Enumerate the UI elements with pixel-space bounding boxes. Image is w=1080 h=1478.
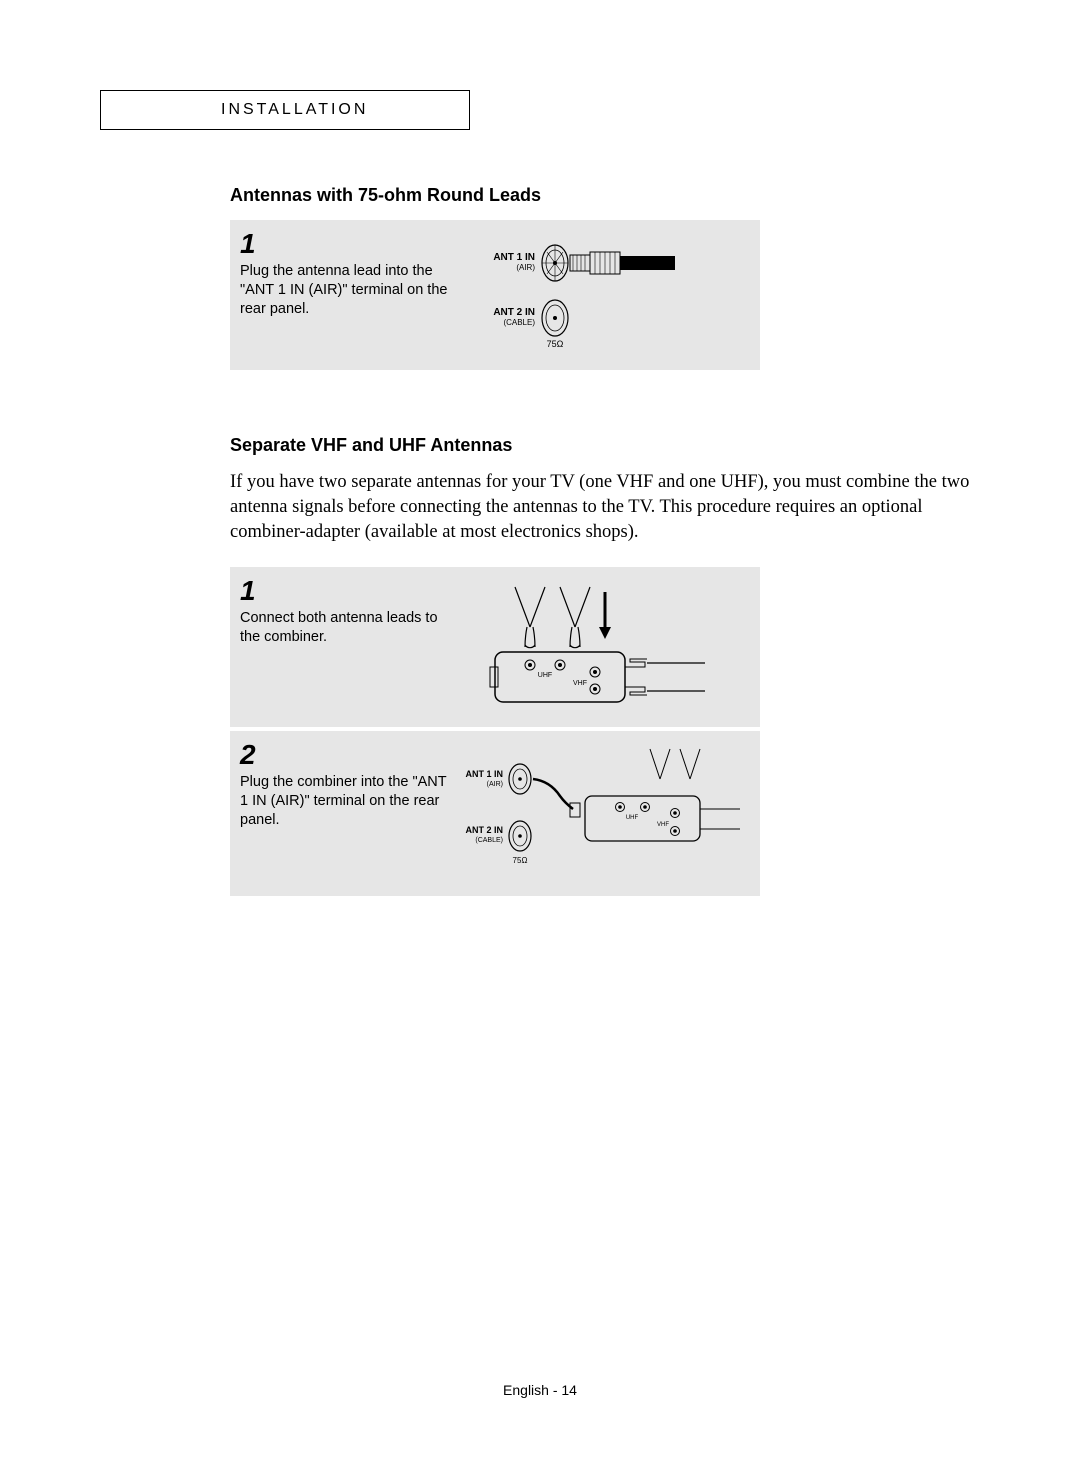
svg-text:UHF: UHF <box>538 672 552 679</box>
step-number: 2 <box>240 741 448 769</box>
step-number: 1 <box>240 577 448 605</box>
instruction-block-combiner-1: 1 Connect both antenna leads to the comb… <box>230 567 760 727</box>
diagram-combiner: UHF VHF <box>460 567 760 727</box>
diagram-combiner-to-port: ANT 1 IN (AIR) <box>460 731 760 896</box>
svg-text:(CABLE): (CABLE) <box>475 837 503 844</box>
svg-text:(AIR): (AIR) <box>487 781 503 788</box>
svg-text:ANT 1 IN: ANT 1 IN <box>465 769 503 779</box>
section-header: Installation <box>221 101 444 119</box>
svg-text:(AIR): (AIR) <box>516 263 535 272</box>
instruction-block-1: 1 Plug the antenna lead into the "ANT 1 … <box>230 220 760 370</box>
svg-text:75Ω: 75Ω <box>547 339 564 349</box>
step-text: Connect both antenna leads to the combin… <box>240 609 448 647</box>
subheading-separate-vhf-uhf: Separate VHF and UHF Antennas <box>230 435 990 456</box>
svg-text:75Ω: 75Ω <box>513 856 528 865</box>
svg-text:ANT 2 IN: ANT 2 IN <box>493 307 535 318</box>
section-header-box: Installation <box>100 90 470 130</box>
diagram-antenna-ports: ANT 1 IN (AIR) <box>460 220 760 370</box>
subheading-antennas-75ohm: Antennas with 75-ohm Round Leads <box>230 185 990 206</box>
svg-text:VHF: VHF <box>573 680 587 687</box>
step-text: Plug the antenna lead into the "ANT 1 IN… <box>240 262 448 319</box>
page-footer: English - 14 <box>0 1382 1080 1398</box>
instruction-block-combiner-2: 2 Plug the combiner into the "ANT 1 IN (… <box>230 731 760 896</box>
svg-text:ANT 2 IN: ANT 2 IN <box>465 825 503 835</box>
svg-text:(CABLE): (CABLE) <box>503 318 535 327</box>
svg-text:ANT 1 IN: ANT 1 IN <box>493 252 535 263</box>
body-text-vhf-uhf: If you have two separate antennas for yo… <box>230 470 990 545</box>
svg-text:VHF: VHF <box>657 822 669 828</box>
step-number: 1 <box>240 230 448 258</box>
step-text: Plug the combiner into the "ANT 1 IN (AI… <box>240 773 448 830</box>
svg-text:UHF: UHF <box>626 815 639 821</box>
